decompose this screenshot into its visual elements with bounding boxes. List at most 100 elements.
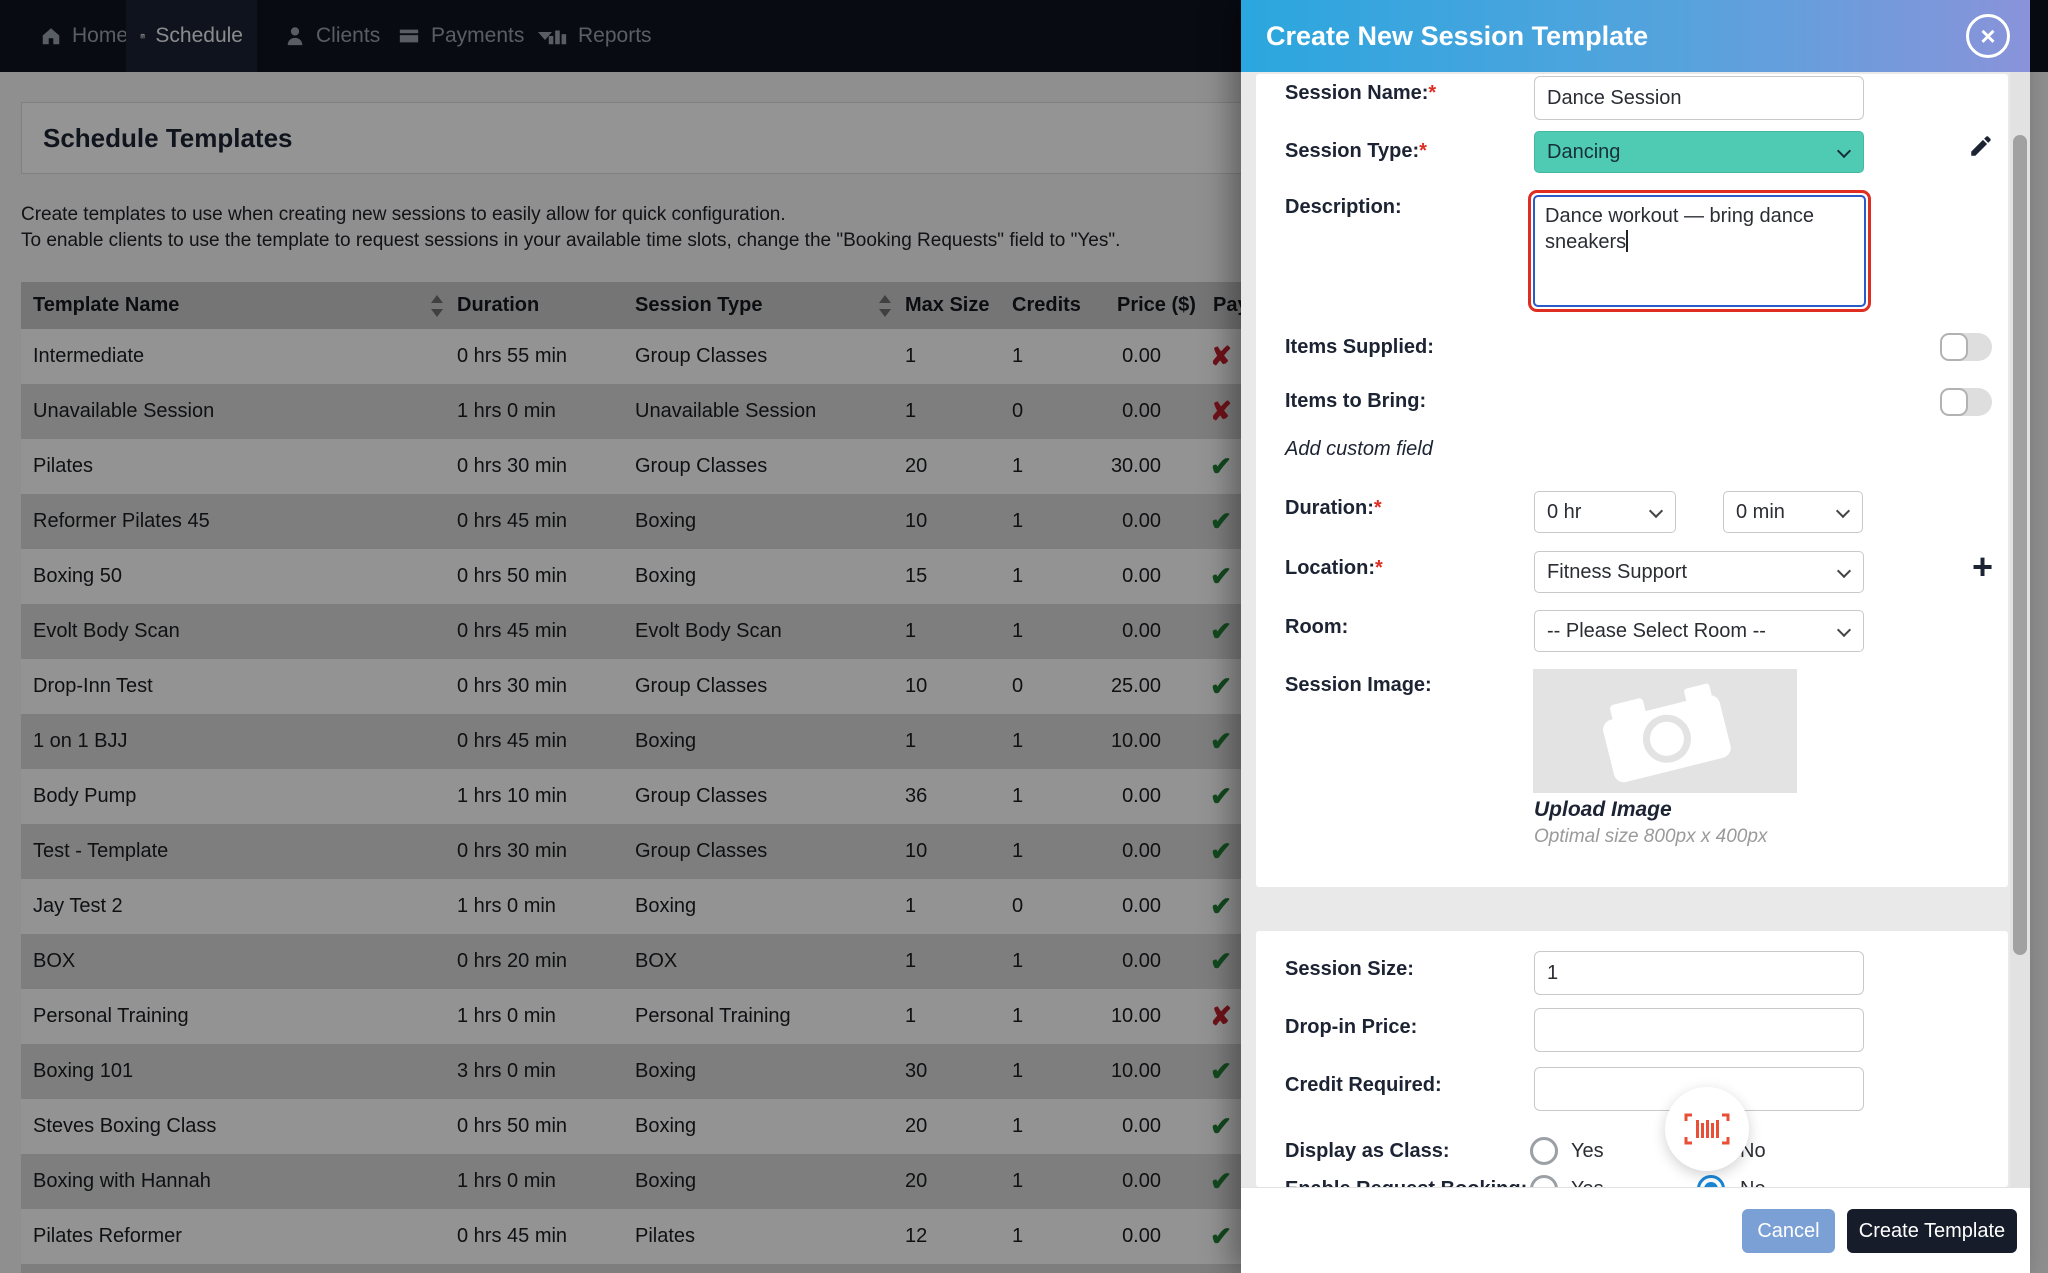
cell-session-type: Group Classes — [635, 345, 768, 367]
cell-template-name: Boxing with Hannah — [33, 1170, 211, 1192]
yes-label: Yes — [1571, 1140, 1604, 1162]
cell-credits: 0 — [1012, 895, 1024, 917]
cell-max-size: 1 — [905, 950, 917, 972]
session-size-input[interactable] — [1534, 951, 1864, 995]
cell-session-type: Pilates — [635, 1225, 696, 1247]
chevron-down-icon — [1835, 503, 1851, 519]
location-select[interactable]: Fitness Support — [1534, 551, 1864, 593]
cell-price: 30.00 — [1110, 455, 1161, 477]
cell-max-size: 10 — [905, 675, 928, 697]
room-select[interactable]: -- Please Select Room -- — [1534, 610, 1864, 652]
cell-price: 10.00 — [1110, 730, 1161, 752]
cell-session-type: Group Classes — [635, 675, 768, 697]
required-asterisk: * — [1428, 82, 1437, 104]
modal-scrollbar-track[interactable] — [2010, 72, 2030, 1187]
col-session-type: Session Type — [635, 294, 763, 316]
person-icon — [287, 27, 303, 46]
cell-price: 25.00 — [1110, 675, 1161, 697]
cancel-button[interactable]: Cancel — [1742, 1209, 1835, 1253]
cell-session-type: Personal Training — [635, 1005, 791, 1027]
cell-credits: 1 — [1012, 785, 1024, 807]
page-title: Schedule Templates — [43, 122, 293, 153]
display-as-class-yes-radio[interactable] — [1530, 1137, 1558, 1165]
close-icon[interactable]: × — [1966, 14, 2010, 58]
credit-required-label: Credit Required: — [1285, 1074, 1442, 1096]
enable-request-booking-yes-radio[interactable] — [1530, 1175, 1558, 1187]
pay-status-icon: ✔ — [1210, 1056, 1232, 1086]
chevron-down-icon — [538, 32, 553, 40]
cell-session-type: Boxing — [635, 1170, 697, 1192]
upload-image-link[interactable]: Upload Image — [1534, 798, 1672, 821]
cell-credits: 1 — [1012, 1005, 1024, 1027]
cell-duration: 1 hrs 10 min — [457, 785, 568, 807]
toggle-knob — [1940, 388, 1968, 416]
cell-template-name: BOX — [33, 950, 76, 972]
nav-item-clients[interactable]: Clients — [270, 0, 394, 72]
sort-icon[interactable] — [431, 295, 443, 317]
cell-max-size: 1 — [905, 345, 917, 367]
cell-duration: 0 hrs 30 min — [457, 675, 568, 697]
cell-price: 0.00 — [1122, 1225, 1161, 1247]
nav-item-payments[interactable]: Payments — [383, 0, 566, 72]
cell-credits: 1 — [1012, 950, 1024, 972]
cell-template-name: Drop-Inn Test — [33, 675, 153, 697]
duration-hours-select[interactable]: 0 hr — [1534, 491, 1676, 533]
cell-credits: 1 — [1012, 1060, 1024, 1082]
cell-session-type: Group Classes — [635, 785, 768, 807]
table-row[interactable] — [21, 1264, 2028, 1273]
cell-duration: 0 hrs 55 min — [457, 345, 568, 367]
cell-credits: 0 — [1012, 675, 1024, 697]
cell-duration: 3 hrs 0 min — [457, 1060, 556, 1082]
intro-text-line2: To enable clients to use the template to… — [21, 230, 1121, 251]
pay-status-icon: ✔ — [1210, 451, 1232, 481]
create-template-button[interactable]: Create Template — [1847, 1209, 2017, 1253]
pay-status-icon: ✔ — [1210, 836, 1232, 866]
sort-icon[interactable] — [879, 295, 891, 317]
session-type-value: Dancing — [1547, 141, 1621, 163]
nav-item-reports[interactable]: Reports — [532, 0, 666, 72]
edit-pencil-icon[interactable] — [1968, 133, 1994, 159]
cell-template-name: 1 on 1 BJJ — [33, 730, 128, 752]
add-location-icon[interactable]: + — [1972, 546, 1994, 587]
cell-price: 0.00 — [1122, 895, 1161, 917]
cell-credits: 1 — [1012, 730, 1024, 752]
cell-duration: 1 hrs 0 min — [457, 1170, 556, 1192]
session-size-label: Session Size: — [1285, 958, 1414, 980]
modal-footer: Cancel Create Template — [1241, 1187, 2030, 1273]
cell-price: 0.00 — [1122, 345, 1161, 367]
cell-max-size: 30 — [905, 1060, 928, 1082]
session-name-input[interactable] — [1534, 76, 1864, 120]
cell-duration: 1 hrs 0 min — [457, 895, 556, 917]
cell-max-size: 1 — [905, 400, 917, 422]
display-as-class-label: Display as Class: — [1285, 1140, 1450, 1162]
items-supplied-toggle[interactable] — [1940, 333, 1992, 361]
cell-credits: 1 — [1012, 455, 1024, 477]
cell-duration: 0 hrs 50 min — [457, 565, 568, 587]
modal-scrollbar-thumb[interactable] — [2013, 135, 2027, 955]
cell-max-size: 20 — [905, 455, 928, 477]
cell-price: 10.00 — [1110, 1005, 1161, 1027]
nav-item-schedule[interactable]: Schedule — [126, 0, 257, 72]
cell-max-size: 15 — [905, 565, 928, 587]
session-image-placeholder[interactable] — [1533, 669, 1797, 793]
cell-max-size: 20 — [905, 1170, 928, 1192]
nav-item-home[interactable]: Home — [26, 0, 142, 72]
barcode-scan-badge[interactable] — [1665, 1087, 1749, 1171]
add-custom-field-link[interactable]: Add custom field — [1285, 438, 1433, 460]
duration-minutes-select[interactable]: 0 min — [1723, 491, 1863, 533]
cell-duration: 0 hrs 50 min — [457, 1115, 568, 1137]
cell-template-name: Body Pump — [33, 785, 137, 807]
cell-session-type: Boxing — [635, 730, 697, 752]
enable-request-booking-no-radio[interactable] — [1697, 1175, 1725, 1187]
description-textarea[interactable]: Dance workout — bring dance sneakers — [1528, 190, 1871, 312]
cell-price: 10.00 — [1110, 1060, 1161, 1082]
cell-duration: 0 hrs 30 min — [457, 840, 568, 862]
cell-price: 0.00 — [1122, 840, 1161, 862]
dropin-price-input[interactable] — [1534, 1008, 1864, 1052]
cell-price: 0.00 — [1122, 620, 1161, 642]
description-label: Description: — [1285, 196, 1402, 218]
session-type-select[interactable]: Dancing — [1534, 131, 1864, 173]
cell-credits: 1 — [1012, 620, 1024, 642]
cell-max-size: 20 — [905, 1115, 928, 1137]
items-to-bring-toggle[interactable] — [1940, 388, 1992, 416]
